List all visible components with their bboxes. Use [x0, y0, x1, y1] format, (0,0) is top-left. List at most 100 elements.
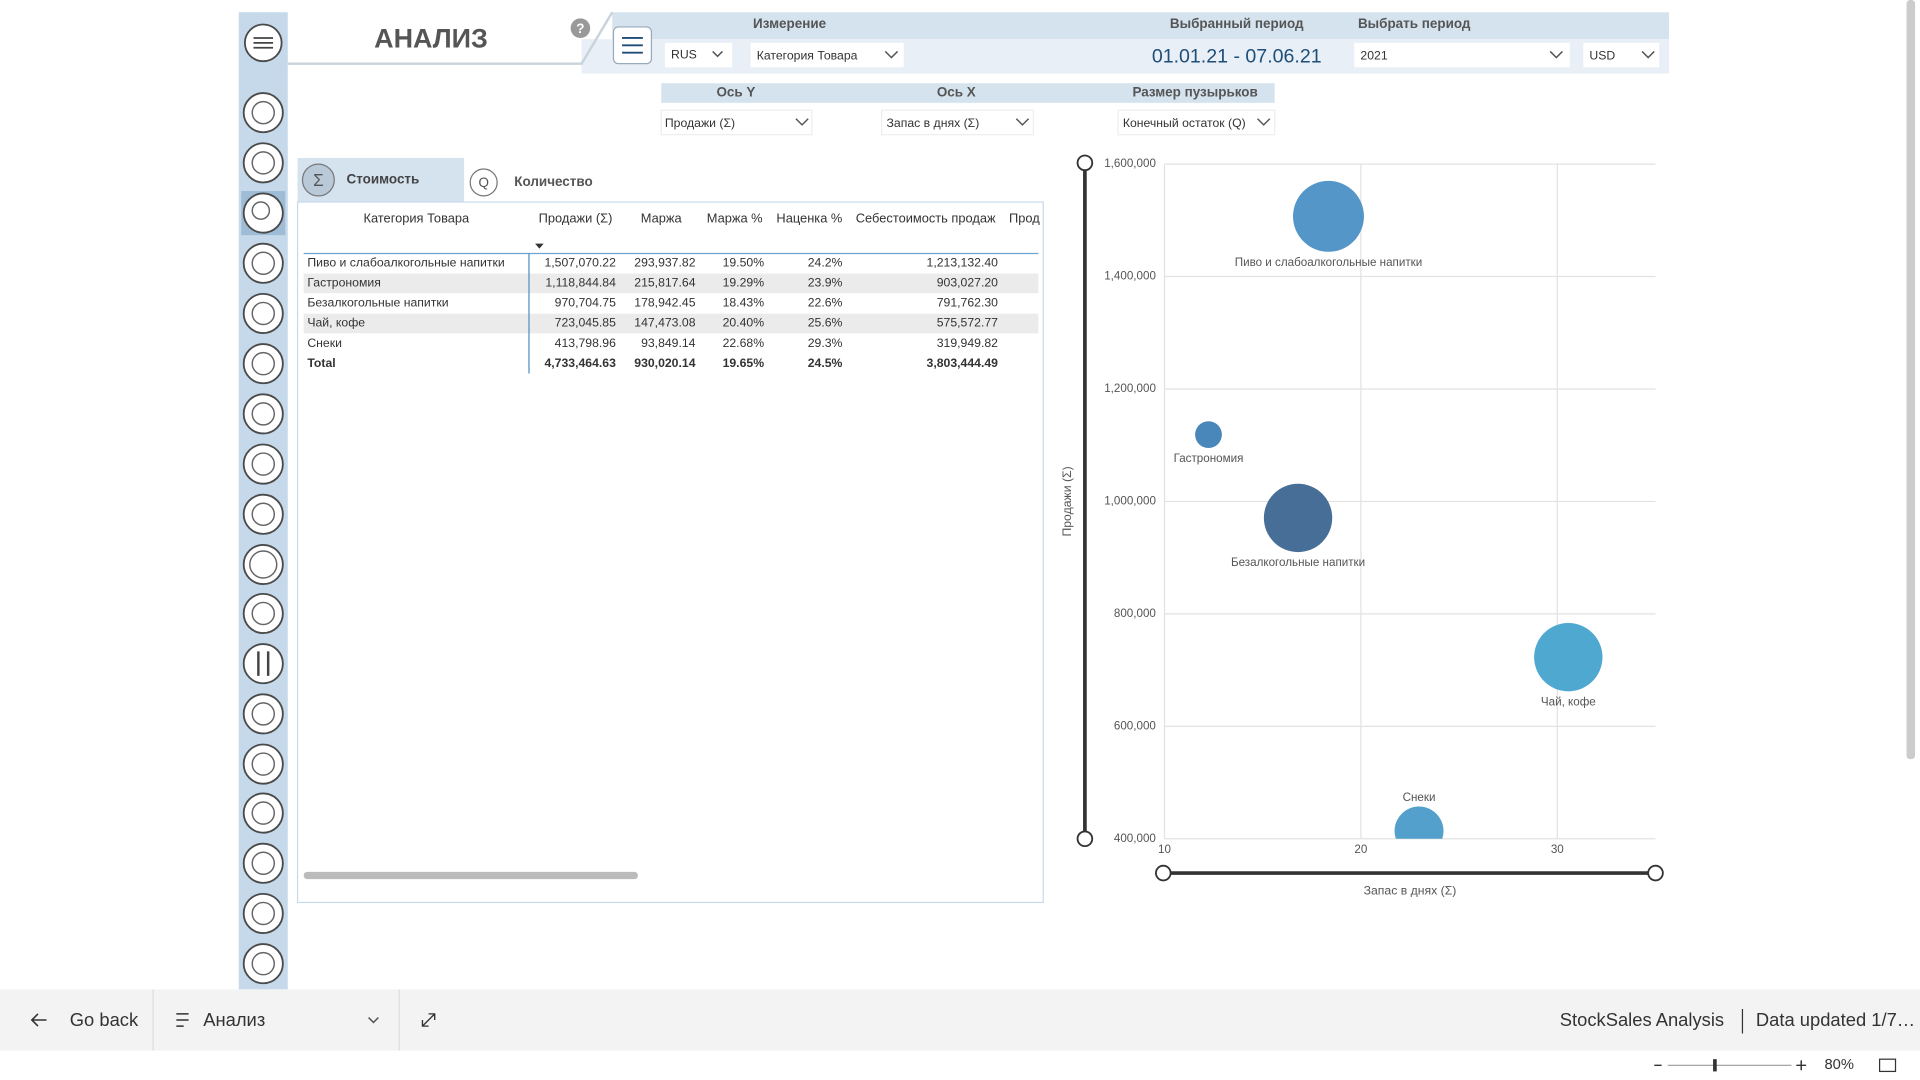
y-tick-label: 1,400,000	[1104, 270, 1156, 283]
y-axis-setting-label: Ось Y	[716, 85, 755, 100]
bubble	[1195, 421, 1222, 449]
cell: 1,213,132.40	[927, 255, 999, 269]
y-tick-label: 400,000	[1114, 832, 1157, 845]
zoom-buttons[interactable]	[1654, 1060, 1807, 1071]
column-header: Себестоимость продаж	[856, 211, 996, 226]
language-dropdown[interactable]	[664, 42, 733, 68]
bubble-label: Безалкогольные напитки	[1231, 556, 1365, 569]
size-dropdown[interactable]	[1117, 109, 1276, 136]
total-cell: 3,803,444.49	[927, 356, 999, 370]
cell: 1,507,070.22	[544, 255, 616, 269]
language: RUS	[671, 47, 697, 61]
cell: 413,798.96	[555, 336, 616, 350]
cell: 19.50%	[723, 255, 765, 269]
tab-icon-text: Σ	[313, 170, 324, 190]
bubble-label: Снеки	[1403, 791, 1436, 804]
cell: 19.29%	[723, 276, 765, 290]
back-icon[interactable]	[30, 1013, 47, 1027]
size-setting: Конечный остаток (Q)	[1123, 116, 1246, 130]
cell: Снеки	[307, 336, 342, 350]
cell: 319,949.82	[937, 336, 998, 350]
table: Категория Товара Продажи (Σ) Маржа Маржа % Н…	[303, 211, 1040, 374]
bubble	[1293, 180, 1364, 252]
cell: 23.9%	[808, 276, 843, 290]
y-axis-dropdown[interactable]	[660, 109, 813, 136]
tab-label: Количество	[514, 174, 592, 189]
row-shade	[303, 313, 1039, 334]
axes-band	[661, 83, 1275, 103]
cell: 293,937.82	[634, 255, 695, 269]
cell: 575,572.77	[937, 316, 998, 330]
cell: 29.3%	[808, 336, 843, 350]
column-header: Наценка %	[776, 211, 842, 226]
currency: USD	[1589, 49, 1615, 63]
x-tick-label: 20	[1354, 843, 1367, 856]
page-selector[interactable]: Анализ	[203, 1009, 265, 1030]
slider-handle[interactable]	[1155, 864, 1172, 882]
zoom-level: 80%	[1824, 1057, 1853, 1073]
data-updated: Data updated 1/7…	[1756, 1009, 1915, 1030]
y-tick-label: 1,200,000	[1104, 382, 1156, 395]
total-cell: 4,733,464.63	[544, 356, 616, 370]
x-tick-label: 30	[1551, 843, 1564, 856]
cell: 970,704.75	[555, 296, 616, 310]
dimension-label: Измерение	[753, 16, 827, 31]
cell: 25.6%	[808, 316, 843, 330]
table-scrollbar[interactable]	[303, 871, 638, 880]
row-shade	[303, 273, 1039, 294]
slider-handle[interactable]	[1647, 864, 1664, 882]
tab-icon[interactable]	[469, 168, 498, 197]
cell: 723,045.85	[555, 316, 616, 330]
dimension-dropdown[interactable]	[750, 42, 904, 68]
sort-indicator	[535, 243, 544, 249]
cell: 22.68%	[723, 336, 765, 350]
back-button[interactable]: Go back	[70, 1009, 139, 1030]
cell: Безалкогольные напитки	[307, 296, 448, 310]
cell: 903,027.20	[937, 276, 998, 290]
column-header: Маржа	[641, 211, 683, 226]
period: 01.01.21 - 07.06.21	[1152, 46, 1322, 68]
y-tick-label: 1,600,000	[1104, 157, 1156, 170]
page-scrollbar[interactable]	[1906, 0, 1916, 760]
bubble	[1394, 806, 1444, 839]
sidebar-icons[interactable]	[242, 23, 284, 985]
x-axis-setting-label: Ось X	[937, 85, 976, 100]
slider-handle[interactable]	[1076, 154, 1094, 172]
select-period-label: Выбрать период	[1358, 16, 1471, 31]
bubbles	[1195, 180, 1603, 839]
x-axis-dropdown[interactable]	[881, 109, 1035, 136]
cell: Гастрономия	[307, 276, 381, 290]
column-header: Прод	[1009, 211, 1040, 226]
x-tick-label: 10	[1158, 843, 1171, 856]
bubble	[1263, 483, 1333, 553]
fit-icon[interactable]	[1878, 1058, 1897, 1073]
total-cell: 930,020.14	[634, 356, 695, 370]
cell: Чай, кофе	[307, 316, 365, 330]
zoom-thumb[interactable]	[1713, 1059, 1717, 1072]
header-band	[612, 12, 1669, 40]
tab-icon-text: Q	[478, 175, 488, 190]
x-axis-setting: Запас в днях (Σ)	[887, 116, 980, 130]
x-axis-title: Запас в днях (Σ)	[1364, 884, 1457, 898]
help-icon[interactable]	[570, 18, 591, 38]
bubble-label: Гастрономия	[1174, 452, 1244, 465]
help-text: ?	[576, 21, 584, 36]
slider-handle[interactable]	[1076, 830, 1094, 848]
y-axis-setting: Продажи (Σ)	[665, 116, 735, 130]
column-header: Категория Товара	[363, 211, 470, 226]
column-header: Маржа %	[707, 211, 763, 226]
year-dropdown[interactable]	[1354, 42, 1570, 68]
collapse-icon[interactable]	[421, 1013, 436, 1027]
cell: Пиво и слабоалкогольные напитки	[307, 255, 504, 269]
cell: 178,942.45	[634, 296, 695, 310]
tab-icon	[301, 163, 335, 197]
column-header: Продажи (Σ)	[539, 211, 613, 226]
total-cell: 24.5%	[808, 356, 843, 370]
cell: 1,118,844.84	[545, 276, 616, 290]
footer-bar	[0, 989, 1920, 1051]
cell: 215,817.64	[634, 276, 695, 290]
year: 2021	[1360, 49, 1387, 63]
y-tick-label: 800,000	[1114, 607, 1157, 620]
